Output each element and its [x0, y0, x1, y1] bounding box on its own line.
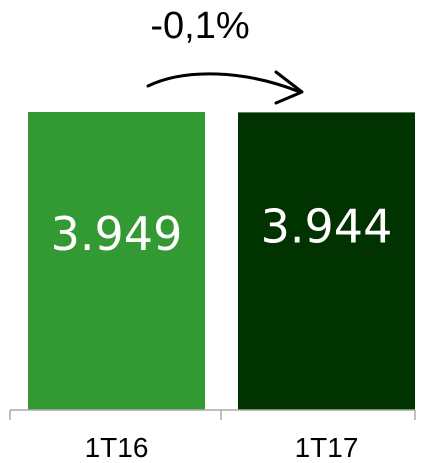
bar-value-label: 3.949	[51, 207, 183, 261]
change-annotation: -0,1%	[150, 5, 249, 47]
x-tick-label: 1T16	[85, 432, 149, 463]
bar-1T17	[238, 112, 415, 410]
right-arrow-icon	[146, 72, 302, 94]
x-tick-label: 1T17	[295, 432, 359, 463]
bars-layer	[28, 112, 415, 410]
bar-1T16	[28, 112, 205, 410]
bar-value-label: 3.944	[261, 199, 393, 253]
labels-layer: 3.949 1T16 3.944 1T17	[51, 199, 393, 463]
arrow-head-icon	[274, 70, 304, 105]
